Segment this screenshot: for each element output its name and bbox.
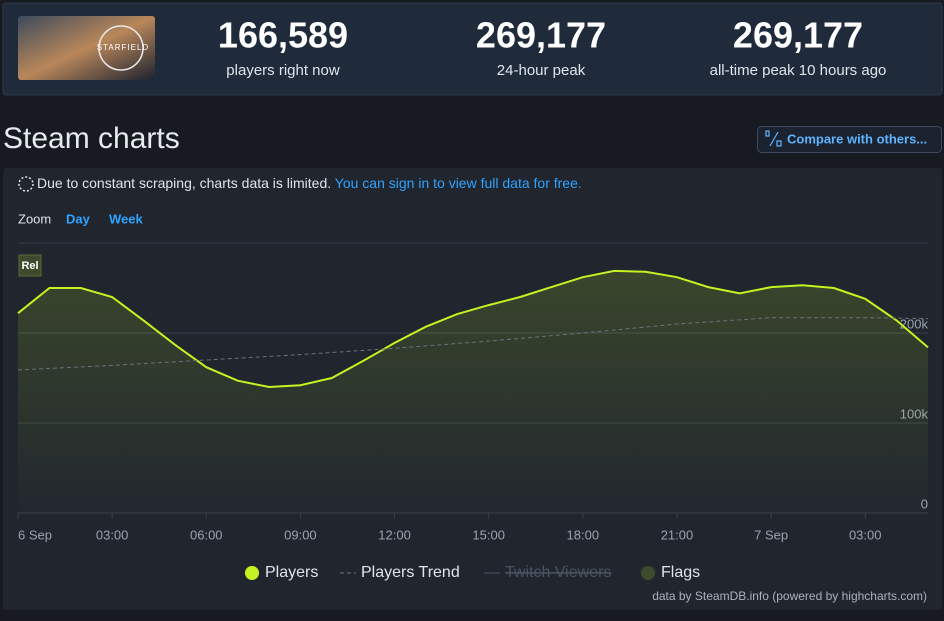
flag bbox=[18, 254, 42, 277]
legend-label[interactable]: Flags bbox=[661, 564, 700, 581]
zoom-label: Zoom bbox=[18, 211, 51, 226]
x-tick-label: 06:00 bbox=[190, 527, 223, 542]
x-tick-label: 15:00 bbox=[472, 527, 505, 542]
flag-label: Rel bbox=[21, 260, 38, 272]
x-tick-label: 03:00 bbox=[96, 527, 129, 542]
compare-icon bbox=[765, 130, 782, 147]
series-line bbox=[17, 269, 929, 389]
x-tick-label: 7 Sep bbox=[754, 527, 788, 542]
y-tick-label: 200k bbox=[900, 316, 929, 331]
legend-label[interactable]: Players Trend bbox=[361, 564, 460, 581]
chart: 0100k200k6 Sep03:0006:0009:0012:0015:001… bbox=[17, 254, 929, 581]
x-tick-label: 03:00 bbox=[849, 527, 882, 542]
header-panel bbox=[2, 2, 943, 96]
zoom-option[interactable]: Week bbox=[109, 211, 143, 226]
legend-symbol bbox=[641, 566, 655, 580]
x-tick-label: 09:00 bbox=[284, 527, 317, 542]
players-area bbox=[18, 270, 928, 513]
stat-value: 269,177 bbox=[476, 15, 606, 56]
page-title: Steam charts bbox=[3, 122, 180, 155]
legend-label[interactable]: Twitch Viewers bbox=[505, 564, 611, 581]
compare-button-label[interactable]: Compare with others... bbox=[787, 131, 927, 146]
notice-text: Due to constant scraping, charts data is… bbox=[37, 175, 331, 191]
series-line bbox=[17, 317, 929, 371]
game-image bbox=[18, 16, 155, 80]
logo-ring bbox=[98, 25, 144, 71]
stat-label: all-time peak 10 hours ago bbox=[710, 62, 887, 79]
notice-link[interactable]: You can sign in to view full data for fr… bbox=[335, 175, 582, 191]
notice: Due to constant scraping, charts data is… bbox=[37, 175, 582, 191]
x-tick-label: 21:00 bbox=[661, 527, 694, 542]
compare-button[interactable] bbox=[757, 126, 942, 153]
legend-symbol bbox=[245, 566, 259, 580]
x-tick-label: 6 Sep bbox=[18, 527, 52, 542]
game-logo: STARFIELD bbox=[97, 43, 149, 52]
stat-label: 24-hour peak bbox=[497, 62, 586, 79]
stat-label: players right now bbox=[226, 62, 340, 79]
legend-label[interactable]: Players bbox=[265, 564, 318, 581]
credits: data by SteamDB.info (powered by highcha… bbox=[652, 589, 927, 603]
notice-icon bbox=[18, 176, 34, 192]
stat-value: 166,589 bbox=[218, 15, 348, 56]
x-tick-label: 18:00 bbox=[567, 527, 600, 542]
stat-value: 269,177 bbox=[733, 15, 863, 56]
zoom-option[interactable]: Day bbox=[66, 211, 91, 226]
x-tick-label: 12:00 bbox=[378, 527, 411, 542]
stats: 166,589 players right now 269,177 24-hour p… bbox=[218, 15, 886, 79]
